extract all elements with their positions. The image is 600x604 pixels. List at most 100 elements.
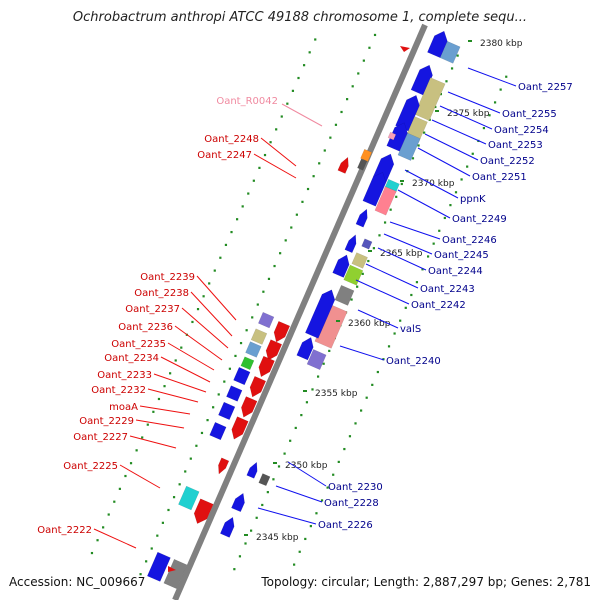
plus-gene-label[interactable]: Oant_2254 xyxy=(494,125,549,136)
minus-gene-label[interactable]: Oant_2247 xyxy=(197,150,252,161)
plus-gene-glyph[interactable] xyxy=(361,238,373,250)
guide-dot xyxy=(217,393,220,396)
minus-gene-glyph[interactable] xyxy=(257,311,275,329)
minus-gene-glyph[interactable] xyxy=(209,421,227,441)
minus-gene-glyph[interactable] xyxy=(218,401,236,421)
plus-gene-glyph[interactable] xyxy=(410,64,433,96)
minus-gene-glyph[interactable] xyxy=(249,375,267,398)
guide-dot xyxy=(135,449,138,452)
plus-gene-glyph[interactable] xyxy=(343,264,364,286)
guide-dot xyxy=(269,141,272,144)
plus-gene-label[interactable]: Oant_2228 xyxy=(324,498,379,509)
plus-gene-glyph[interactable] xyxy=(296,337,314,361)
minus-gene-label[interactable]: moaA xyxy=(109,402,138,413)
minus-gene-label[interactable]: Oant_2222 xyxy=(37,525,92,536)
minus-gene-glyph[interactable] xyxy=(360,148,373,162)
plus-gene-label[interactable]: Oant_2244 xyxy=(428,266,483,277)
rna-gene-label[interactable]: Oant_R0042 xyxy=(216,96,278,107)
plus-gene-glyph[interactable] xyxy=(231,492,245,513)
plus-gene-label[interactable]: Oant_2243 xyxy=(420,284,475,295)
plus-gene-label[interactable]: Oant_2252 xyxy=(480,156,535,167)
guide-dot xyxy=(382,358,385,361)
minus-gene-label[interactable]: Oant_2232 xyxy=(91,385,146,396)
minus-gene-glyph[interactable] xyxy=(241,396,258,418)
plus-gene-glyph[interactable] xyxy=(246,461,258,479)
minus-gene-glyph[interactable] xyxy=(146,551,171,582)
guide-dot xyxy=(139,573,142,576)
minus-gene-label[interactable]: Oant_2225 xyxy=(63,461,118,472)
plus-gene-glyph[interactable] xyxy=(427,30,448,59)
guide-dot xyxy=(432,242,435,245)
plus-gene-label[interactable]: Oant_2253 xyxy=(488,140,543,151)
plus-gene-label[interactable]: Oant_2246 xyxy=(442,235,497,246)
plus-gene-glyph[interactable] xyxy=(439,40,461,64)
plus-gene-label[interactable]: Oant_2230 xyxy=(328,482,383,493)
plus-gene-glyph[interactable] xyxy=(355,208,368,228)
guide-dot xyxy=(337,460,340,464)
plus-gene-glyph[interactable] xyxy=(374,186,397,216)
minus-gene-label[interactable]: Oant_2227 xyxy=(73,432,128,443)
minus-gene-glyph[interactable] xyxy=(193,498,214,524)
minus-gene-label[interactable]: Oant_2235 xyxy=(111,339,166,350)
plus-gene-glyph[interactable] xyxy=(351,252,368,269)
minus-gene-glyph[interactable] xyxy=(337,156,349,174)
guide-dot xyxy=(383,221,387,224)
minus-gene-glyph[interactable] xyxy=(245,341,262,358)
plus-gene-glyph[interactable] xyxy=(414,77,446,121)
scale-tick-label: 2370 kbp xyxy=(412,179,455,189)
minus-gene-glyph[interactable] xyxy=(163,558,188,590)
minus-gene-glyph[interactable] xyxy=(168,566,176,572)
plus-gene-glyph[interactable] xyxy=(386,122,408,152)
minus-gene-glyph[interactable] xyxy=(240,356,255,371)
plus-gene-glyph[interactable] xyxy=(332,254,350,278)
minus-gene-label[interactable]: Oant_2233 xyxy=(97,370,152,381)
minus-gene-glyph[interactable] xyxy=(178,485,200,511)
plus-gene-glyph[interactable] xyxy=(219,516,235,538)
guide-dot xyxy=(460,178,463,181)
plus-gene-label[interactable]: Oant_2226 xyxy=(318,520,373,531)
minus-gene-glyph[interactable] xyxy=(218,457,230,475)
minus-gene-glyph[interactable] xyxy=(265,339,283,361)
guide-dot xyxy=(395,195,398,198)
guide-dot xyxy=(301,200,304,203)
plus-gene-glyph[interactable] xyxy=(344,234,357,254)
plus-gene-glyph[interactable] xyxy=(397,132,421,161)
minus-gene-label[interactable]: Oant_2237 xyxy=(125,304,180,315)
guide-dot xyxy=(367,259,370,263)
plus-gene-label[interactable]: valS xyxy=(400,324,421,335)
minus-gene-glyph[interactable] xyxy=(231,416,249,440)
plus-gene-label[interactable]: Oant_2242 xyxy=(411,300,466,311)
rna-gene-glyph[interactable] xyxy=(387,131,397,141)
plus-gene-glyph[interactable] xyxy=(334,284,355,306)
guide-dot xyxy=(277,465,281,468)
minus-gene-glyph[interactable] xyxy=(233,366,251,386)
plus-label-leader xyxy=(404,169,459,199)
plus-gene-label[interactable]: Oant_2255 xyxy=(502,109,557,120)
minus-gene-label[interactable]: Oant_2238 xyxy=(134,288,189,299)
plus-gene-glyph[interactable] xyxy=(258,473,271,487)
minus-gene-glyph[interactable] xyxy=(250,328,268,345)
minus-gene-label[interactable]: Oant_2234 xyxy=(104,353,159,364)
scale-tick xyxy=(273,462,277,464)
plus-gene-glyph[interactable] xyxy=(362,172,387,207)
minus-gene-glyph[interactable] xyxy=(400,46,410,52)
minus-gene-label[interactable]: Oant_2248 xyxy=(204,134,259,145)
minus-gene-glyph[interactable] xyxy=(258,355,275,378)
minus-gene-label[interactable]: Oant_2236 xyxy=(118,322,173,333)
minus-gene-glyph[interactable] xyxy=(226,385,243,402)
minus-gene-glyph[interactable] xyxy=(273,320,291,343)
plus-gene-glyph[interactable] xyxy=(306,349,327,371)
plus-gene-label[interactable]: Oant_2257 xyxy=(518,82,573,93)
guide-dot xyxy=(244,542,247,545)
plus-gene-label[interactable]: Oant_2249 xyxy=(452,214,507,225)
plus-gene-label[interactable]: ppnK xyxy=(460,194,486,205)
plus-gene-label[interactable]: Oant_2245 xyxy=(434,250,489,261)
plus-gene-label[interactable]: Oant_2240 xyxy=(386,356,441,367)
plus-gene-glyph[interactable] xyxy=(304,289,336,339)
plus-gene-label[interactable]: Oant_2251 xyxy=(472,172,527,183)
minus-gene-label[interactable]: Oant_2239 xyxy=(140,272,195,283)
guide-dot xyxy=(161,521,164,524)
guide-dot xyxy=(152,410,155,413)
minus-gene-glyph[interactable] xyxy=(357,158,368,171)
minus-gene-label[interactable]: Oant_2229 xyxy=(79,416,134,427)
